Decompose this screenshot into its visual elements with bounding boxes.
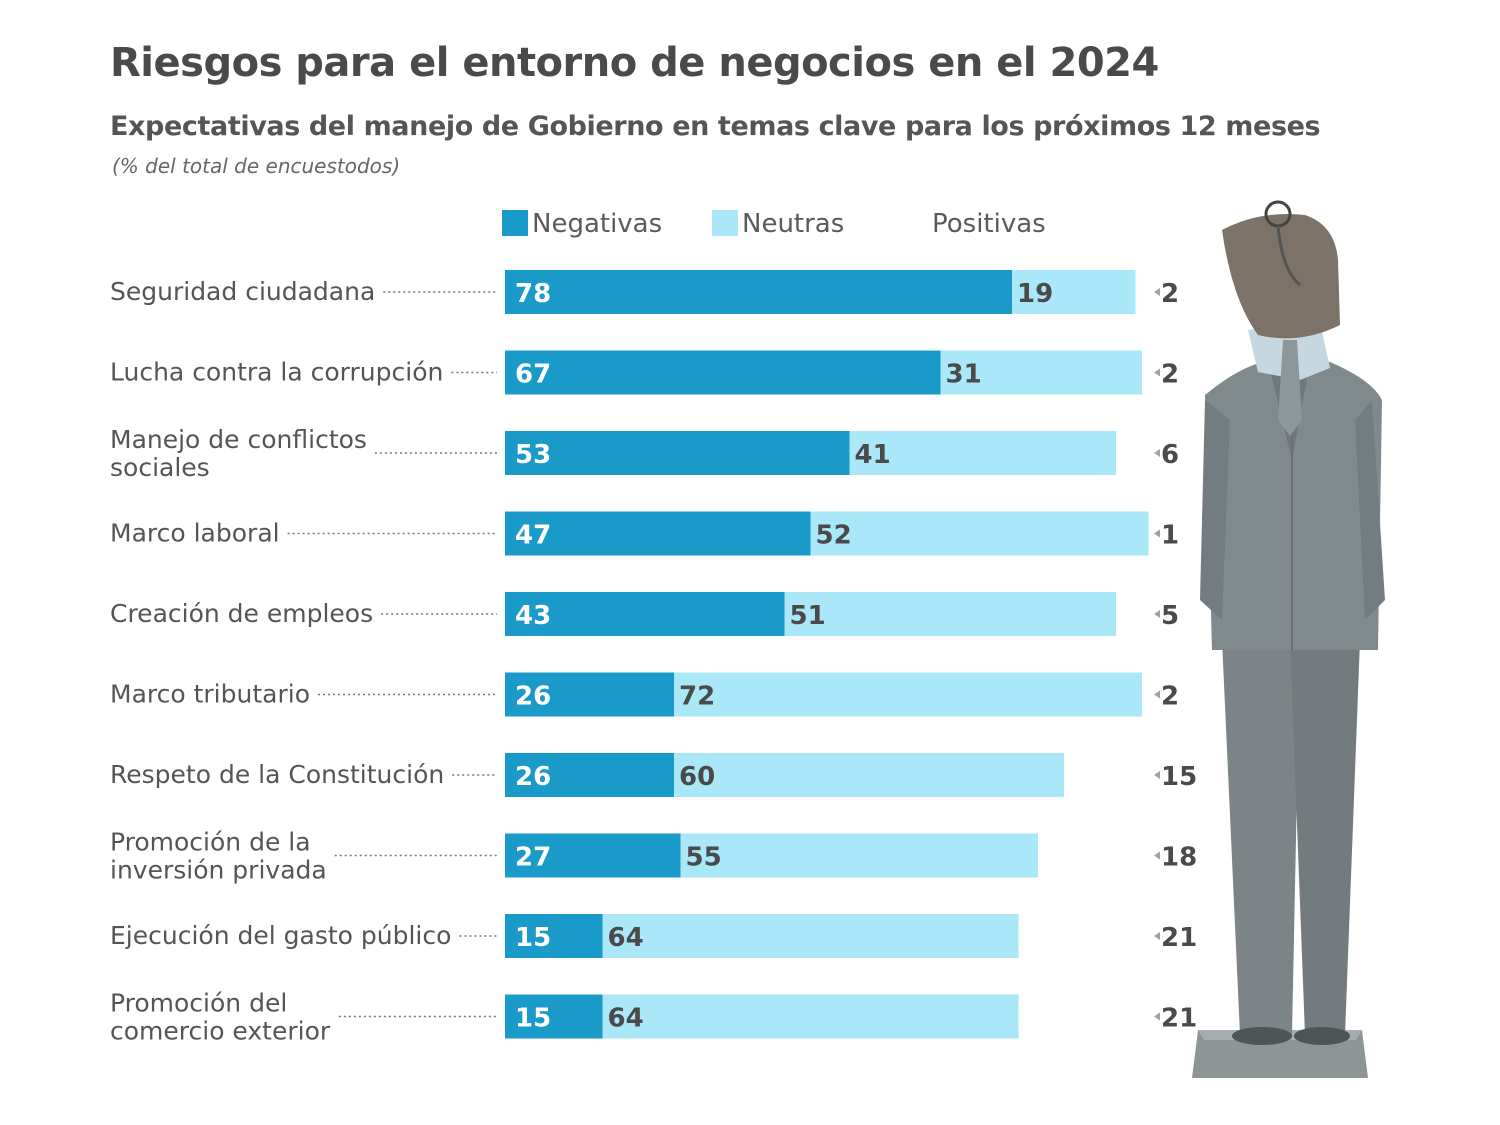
value-label-positivas: 5	[1161, 601, 1179, 631]
category-label: Ejecución del gasto público	[110, 921, 451, 950]
bar-negativas	[505, 431, 850, 475]
bar-neutras	[849, 431, 1116, 475]
positive-marker	[1154, 610, 1160, 618]
value-label-negativas: 53	[515, 440, 551, 470]
value-label-negativas: 26	[515, 682, 551, 712]
bar-negativas	[505, 672, 674, 717]
value-label-positivas: 18	[1161, 843, 1197, 873]
bar-negativas	[505, 350, 941, 395]
positive-marker	[1154, 1012, 1160, 1021]
bar-row: Creación de empleos 43 51 5	[110, 592, 1179, 636]
value-label-negativas: 15	[515, 1004, 551, 1034]
bar-neutras	[784, 592, 1116, 636]
category-label: Manejo de conflictos sociales	[110, 425, 367, 482]
bar-row: Ejecución del gasto público 15 64 21	[110, 914, 1197, 958]
legend-label-positivas: Positivas	[932, 209, 1046, 239]
bar-row: Marco tributario 26 72 2	[110, 672, 1179, 717]
category-label: Lucha contra la corrupción	[110, 358, 443, 387]
category-label: Seguridad ciudadana	[110, 277, 375, 306]
businessman-illustration	[1192, 200, 1385, 1078]
positive-marker	[1154, 851, 1160, 860]
bar-negativas	[505, 511, 811, 556]
value-label-neutras: 64	[608, 923, 644, 953]
value-label-negativas: 27	[515, 843, 551, 873]
bar-neutras	[674, 753, 1064, 797]
bar-row: Seguridad ciudadana 78 19 2	[110, 270, 1179, 314]
category-label: Marco tributario	[110, 680, 310, 709]
value-label-neutras: 31	[946, 360, 982, 390]
bar-negativas	[505, 914, 603, 958]
bar-negativas	[505, 753, 674, 797]
value-label-negativas: 78	[515, 279, 551, 309]
bar-neutras	[602, 994, 1019, 1039]
value-label-negativas: 67	[515, 360, 551, 390]
legend-label-negativas: Negativas	[532, 209, 662, 239]
value-label-positivas: 21	[1161, 1004, 1197, 1034]
value-label-negativas: 47	[515, 521, 551, 551]
value-label-neutras: 55	[686, 843, 722, 873]
positive-marker	[1154, 690, 1160, 699]
positive-marker	[1154, 449, 1160, 457]
value-label-negativas: 43	[515, 601, 551, 631]
positive-marker	[1154, 288, 1160, 296]
value-label-negativas: 15	[515, 923, 551, 953]
bar-row: Marco laboral 47 52 1	[110, 511, 1179, 556]
value-label-neutras: 51	[790, 601, 826, 631]
chart-title: Riesgos para el entorno de negocios en e…	[110, 40, 1159, 86]
bar-negativas	[505, 994, 603, 1039]
bar-row: Lucha contra la corrupción 67 31 2	[110, 350, 1179, 395]
bar-row: Respeto de la Constitución 26 60 15	[110, 753, 1197, 797]
bar-neutras	[602, 914, 1019, 958]
value-label-positivas: 2	[1161, 682, 1179, 712]
bar-neutras	[1012, 270, 1136, 314]
value-label-neutras: 72	[679, 682, 715, 712]
positive-marker	[1154, 368, 1160, 377]
bar-row: Promoción de la inversión privada 27 55 18	[110, 828, 1197, 885]
value-label-positivas: 15	[1161, 762, 1197, 792]
value-label-positivas: 21	[1161, 923, 1197, 953]
positive-marker	[1154, 932, 1160, 940]
value-label-neutras: 60	[679, 762, 715, 792]
bar-row: Promoción del comercio exterior 15 64 21	[110, 989, 1197, 1046]
category-label: Promoción de la inversión privada	[110, 828, 327, 885]
value-label-positivas: 2	[1161, 279, 1179, 309]
legend: Negativas Neutras Positivas	[502, 209, 1046, 239]
value-label-positivas: 1	[1161, 521, 1179, 551]
value-label-positivas: 6	[1161, 440, 1179, 470]
legend-label-neutras: Neutras	[742, 209, 844, 239]
bar-neutras	[940, 350, 1142, 395]
legend-swatch-neutras	[712, 210, 738, 236]
category-label: Creación de empleos	[110, 599, 373, 628]
positive-marker	[1154, 771, 1160, 779]
category-label: Promoción del comercio exterior	[110, 989, 331, 1046]
value-label-neutras: 52	[816, 521, 852, 551]
bar-negativas	[505, 833, 681, 878]
chart-note: (% del total de encuestodos)	[112, 154, 401, 178]
value-label-negativas: 26	[515, 762, 551, 792]
value-label-positivas: 2	[1161, 360, 1179, 390]
value-label-neutras: 19	[1017, 279, 1053, 309]
bar-negativas	[505, 592, 785, 636]
legend-swatch-negativas	[502, 210, 528, 236]
bar-row: Manejo de conflictos sociales 53 41 6	[110, 425, 1179, 482]
value-label-neutras: 41	[855, 440, 891, 470]
bar-neutras	[810, 511, 1149, 556]
bar-neutras	[680, 833, 1038, 878]
chart-subtitle: Expectativas del manejo de Gobierno en t…	[110, 111, 1321, 142]
bar-neutras	[674, 672, 1142, 717]
positive-marker	[1154, 529, 1160, 538]
category-label: Respeto de la Constitución	[110, 760, 444, 789]
bar-negativas	[505, 270, 1012, 314]
category-label: Marco laboral	[110, 519, 280, 548]
value-label-neutras: 64	[608, 1004, 644, 1034]
